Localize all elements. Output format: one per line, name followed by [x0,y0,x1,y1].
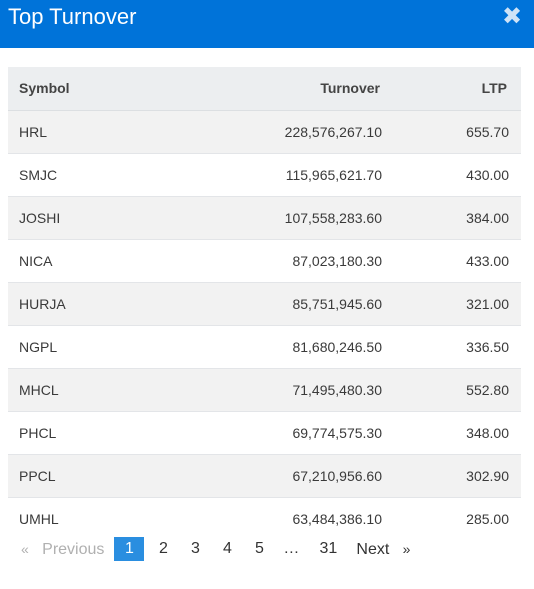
page-button-1[interactable]: 1 [114,537,145,561]
cell-symbol: JOSHI [8,195,168,239]
table-row[interactable]: NICA 87,023,180.30 433.00 [8,238,521,282]
cell-symbol: UMHL [8,496,168,540]
cell-ltp: 285.00 [392,496,521,540]
cell-ltp: 655.70 [392,109,521,153]
column-header-ltp[interactable]: LTP [392,67,521,111]
page-button-4[interactable]: 4 [222,540,232,557]
cell-ltp: 433.00 [392,238,521,282]
cell-turnover: 107,558,283.60 [168,195,392,239]
table-row[interactable]: SMJC 115,965,621.70 430.00 [8,152,521,196]
table-row[interactable]: PPCL 67,210,956.60 302.90 [8,453,521,497]
next-arrow-icon: » [402,541,411,557]
turnover-table: Symbol Turnover LTP HRL 228,576,267.10 6… [8,67,521,540]
cell-symbol: NICA [8,238,168,282]
table-row[interactable]: UMHL 63,484,386.10 285.00 [8,496,521,540]
cell-symbol: SMJC [8,152,168,196]
cell-turnover: 81,680,246.50 [168,324,392,368]
cell-turnover: 228,576,267.10 [168,109,392,153]
cell-ltp: 348.00 [392,410,521,454]
cell-ltp: 321.00 [392,281,521,325]
cell-symbol: PPCL [8,453,168,497]
cell-turnover: 85,751,945.60 [168,281,392,325]
pagination: « Previous 1 2 3 4 5 … 31 Next » [14,537,417,561]
cell-ltp: 336.50 [392,324,521,368]
table-row[interactable]: JOSHI 107,558,283.60 384.00 [8,195,521,239]
turnover-table-container: Symbol Turnover LTP HRL 228,576,267.10 6… [8,67,521,540]
page-button-2[interactable]: 2 [158,540,168,557]
previous-arrow-icon: « [21,541,29,557]
cell-symbol: HURJA [8,281,168,325]
cell-ltp: 384.00 [392,195,521,239]
table-row[interactable]: NGPL 81,680,246.50 336.50 [8,324,521,368]
cell-ltp: 302.90 [392,453,521,497]
cell-symbol: HRL [8,109,168,153]
next-page-button[interactable]: Next » [349,537,417,561]
page-button-31[interactable]: 31 [319,540,338,557]
table-row[interactable]: PHCL 69,774,575.30 348.00 [8,410,521,454]
previous-page-button[interactable]: « Previous [14,537,111,561]
column-header-symbol[interactable]: Symbol [8,67,168,111]
page-button-5[interactable]: 5 [254,540,264,557]
cell-turnover: 71,495,480.30 [168,367,392,411]
cell-ltp: 430.00 [392,152,521,196]
table-row[interactable]: MHCL 71,495,480.30 552.80 [8,367,521,411]
cell-turnover: 69,774,575.30 [168,410,392,454]
cell-turnover: 115,965,621.70 [168,152,392,196]
cell-symbol: MHCL [8,367,168,411]
cell-turnover: 87,023,180.30 [168,238,392,282]
page-ellipsis: … [283,540,300,557]
column-header-turnover[interactable]: Turnover [168,67,392,111]
table-header-row: Symbol Turnover LTP [8,67,521,111]
modal-title: Top Turnover [8,4,137,29]
cell-turnover: 67,210,956.60 [168,453,392,497]
table-row[interactable]: HURJA 85,751,945.60 321.00 [8,281,521,325]
table-row[interactable]: HRL 228,576,267.10 655.70 [8,109,521,153]
next-label: Next [356,541,390,558]
cell-symbol: NGPL [8,324,168,368]
cell-symbol: PHCL [8,410,168,454]
cell-ltp: 552.80 [392,367,521,411]
page-button-3[interactable]: 3 [190,540,200,557]
close-icon[interactable]: ✖ [501,3,523,30]
cell-turnover: 63,484,386.10 [168,496,392,540]
previous-label: Previous [42,541,105,558]
modal-header: Top Turnover ✖ [0,0,534,48]
